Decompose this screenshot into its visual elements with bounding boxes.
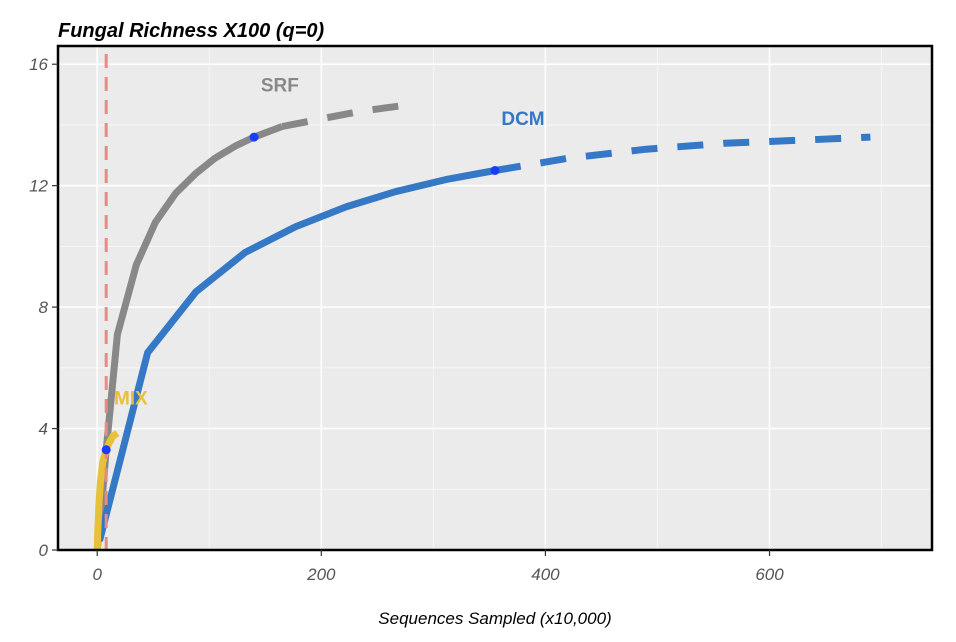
- dcm-interpolated-line: [96, 167, 496, 542]
- srf-series-label: SRF: [261, 76, 299, 97]
- mix-observed-point: [101, 445, 111, 455]
- grid-lines: [58, 46, 932, 551]
- observed-points-layer: [101, 132, 500, 455]
- x-tick-label: 400: [531, 565, 560, 584]
- y-tick-label: 16: [29, 55, 48, 74]
- dcm-extrapolated-line: [494, 133, 871, 174]
- dcm-observed-point: [490, 165, 500, 175]
- y-tick-label: 8: [39, 298, 49, 317]
- series-labels-layer: SRF DCM MIX: [114, 76, 545, 410]
- srf-observed-point: [249, 132, 259, 142]
- mix-series-label: MIX: [114, 388, 148, 409]
- x-tick-label: 0: [92, 565, 102, 584]
- plot-panel: [58, 46, 932, 550]
- mix-interpolated-line: [93, 448, 110, 551]
- x-tick-label: 200: [306, 565, 336, 584]
- srf-extrapolated-line: [281, 101, 406, 130]
- axes: 0 200 400 600 0 4 8 12 16: [29, 55, 784, 584]
- y-tick-label: 12: [29, 177, 48, 196]
- x-tick-label: 600: [755, 565, 784, 584]
- x-axis-label: Sequences Sampled (x10,000): [378, 609, 611, 628]
- chart-title: Fungal Richness X100 (q=0): [58, 20, 325, 42]
- plot-border: [56, 44, 934, 552]
- dcm-series-label: DCM: [501, 109, 544, 130]
- y-tick-label: 4: [39, 420, 48, 439]
- y-tick-label: 0: [39, 541, 49, 560]
